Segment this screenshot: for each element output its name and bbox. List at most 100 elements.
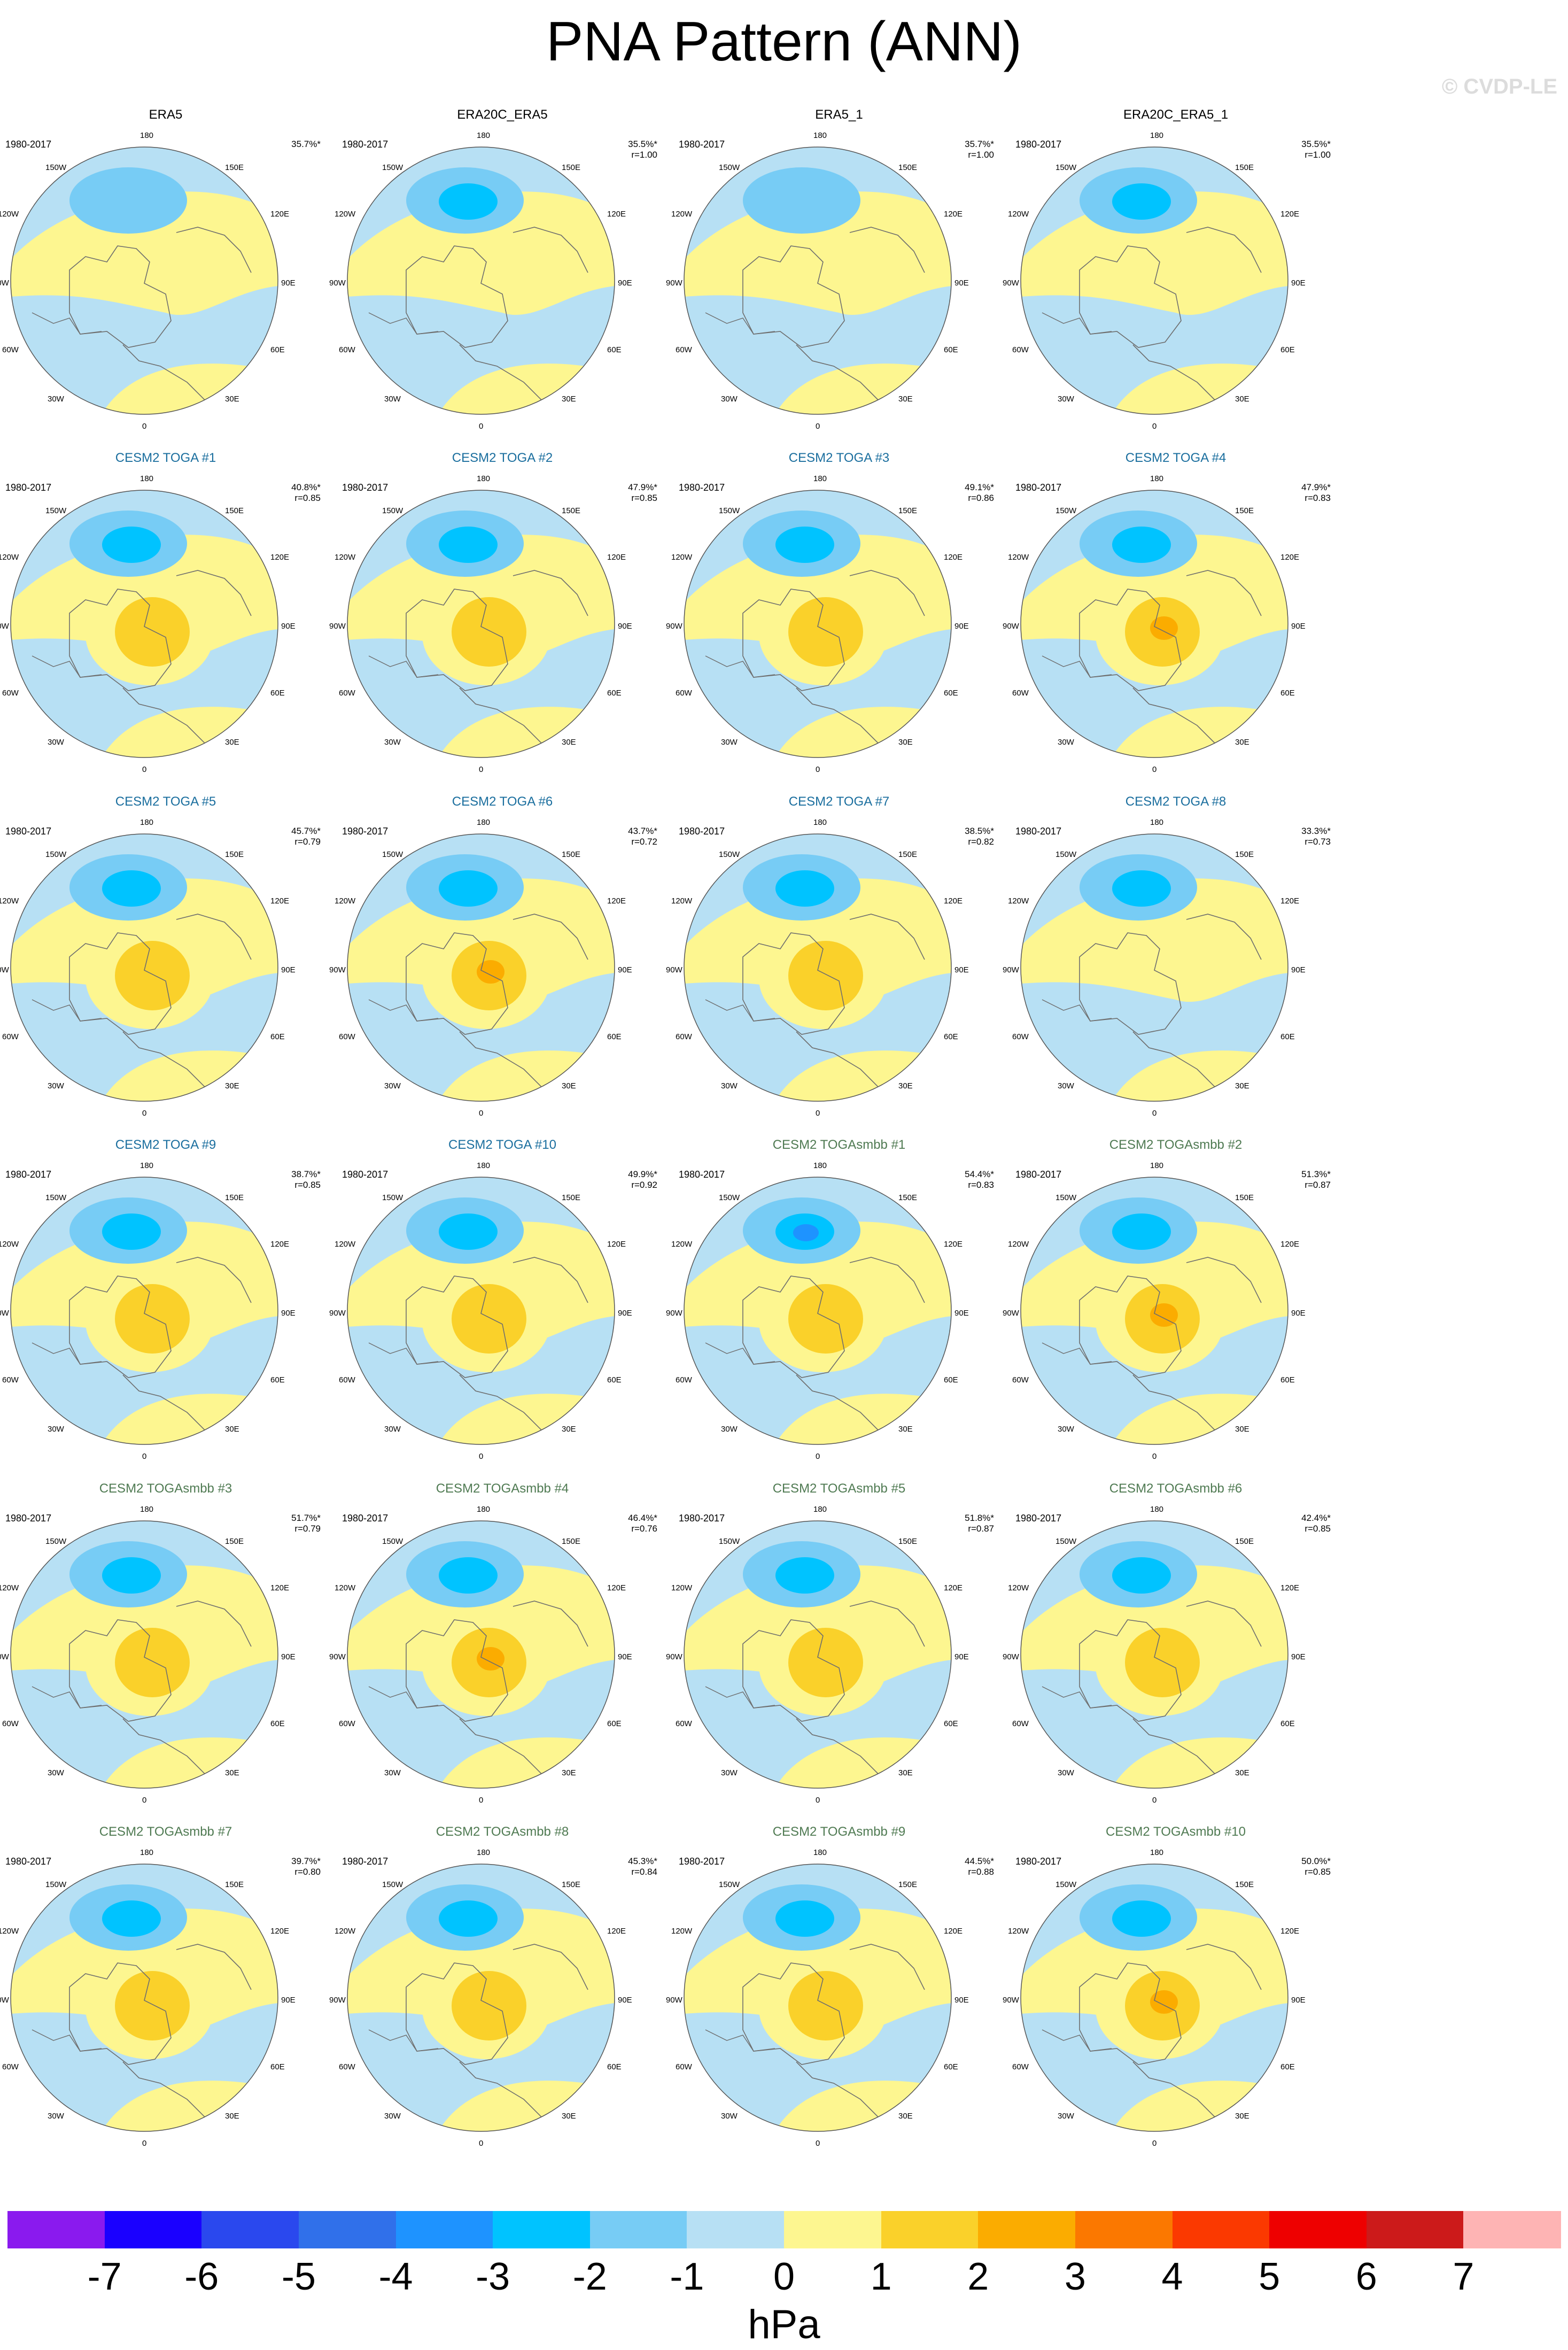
colorbar-segment: [1172, 2211, 1270, 2248]
longitude-label: 0: [1152, 765, 1157, 774]
colorbar-segment: [298, 2211, 396, 2248]
longitude-label: 180: [140, 1161, 154, 1170]
map-panel: ERA20C_ERA5 1980-2017 35.5%* r=1.00 180 150W 1…: [326, 107, 679, 449]
panel-stats: 35.7%* r=1.00: [941, 139, 994, 160]
longitude-label: 150W: [719, 163, 740, 172]
longitude-label: 180: [1150, 131, 1164, 140]
longitude-label: 30E: [562, 1768, 576, 1777]
longitude-label: 60W: [676, 1032, 692, 1041]
longitude-label: 90W: [0, 622, 9, 631]
coastline: [705, 655, 775, 678]
longitude-label: 120E: [607, 553, 626, 562]
coastline: [368, 312, 439, 335]
colorbar-tick-label: 6: [1355, 2255, 1377, 2298]
colorbar-segment: [1075, 2211, 1173, 2248]
low-anomaly-2hpa: [1112, 1900, 1171, 1937]
longitude-label: 60W: [1012, 2062, 1029, 2071]
longitude-label: 30W: [721, 1081, 738, 1091]
longitude-label: 120W: [1008, 1240, 1029, 1249]
map-boundary: [10, 1520, 278, 1789]
longitude-label: 60W: [676, 345, 692, 354]
panel-stats: 33.3%* r=0.73: [1277, 826, 1331, 847]
coastline: [32, 2029, 102, 2052]
longitude-label: 90W: [0, 1996, 9, 2005]
longitude-label: 0: [1152, 2139, 1157, 2148]
low-anomaly-1hpa: [69, 167, 187, 234]
longitude-label: 180: [813, 474, 827, 483]
longitude-label: 30E: [898, 1081, 913, 1091]
longitude-label: 120E: [607, 210, 626, 219]
field-positive-weak: [684, 191, 951, 315]
longitude-label: 180: [477, 1505, 491, 1514]
polar-map: [10, 1520, 278, 1789]
polar-map: [347, 1864, 615, 2132]
longitude-label: 60E: [607, 345, 622, 354]
low-anomaly-2hpa: [775, 1900, 834, 1937]
longitude-label: 60E: [944, 2062, 958, 2071]
longitude-label: 30E: [562, 394, 576, 404]
longitude-label: 60E: [270, 2062, 285, 2071]
pattern-correlation: r=0.80: [294, 1867, 321, 1877]
longitude-label: 60E: [607, 1719, 622, 1728]
colorbar-segment: [687, 2211, 785, 2248]
longitude-label: 120W: [335, 896, 356, 906]
polar-map: [1020, 1520, 1288, 1789]
longitude-label: 60E: [270, 1032, 285, 1041]
longitude-label: 150E: [562, 1193, 581, 1202]
polar-map: [684, 146, 952, 415]
panel-stats: 49.9%* r=0.92: [604, 1169, 657, 1191]
longitude-label: 90W: [0, 965, 9, 975]
colorbar-tick-label: 2: [967, 2255, 989, 2298]
map-boundary: [684, 1177, 952, 1445]
colorbar-segment: [1366, 2211, 1464, 2248]
longitude-label: 90E: [1291, 1996, 1306, 2005]
high-anomaly-1hpa: [788, 1971, 863, 2040]
map-panel: CESM2 TOGAsmbb #2 1980-2017 51.3%* r=0.87 18…: [999, 1137, 1352, 1479]
colorbar-segment: [978, 2211, 1076, 2248]
longitude-label: 120W: [671, 1583, 693, 1593]
variance-explained: 45.7%*: [291, 826, 321, 836]
longitude-label: 30W: [384, 1081, 401, 1091]
longitude-label: 60W: [2, 1375, 19, 1385]
longitude-label: 150W: [1055, 506, 1077, 515]
longitude-label: 60E: [944, 689, 958, 698]
map-panel: CESM2 TOGA #8 1980-2017 33.3%* r=0.73 180 150…: [999, 794, 1352, 1136]
low-anomaly-2hpa: [439, 1557, 498, 1594]
longitude-label: 90W: [329, 279, 346, 288]
longitude-label: 180: [813, 818, 827, 827]
coastline: [513, 570, 588, 616]
longitude-label: 30E: [562, 1424, 576, 1434]
panel-title: ERA20C_ERA5_1: [1123, 107, 1229, 122]
longitude-label: 120W: [0, 1583, 19, 1593]
longitude-label: 0: [816, 1109, 820, 1118]
colorbar-segment: [7, 2211, 105, 2248]
panel-stats: 43.7%* r=0.72: [604, 826, 657, 847]
coastline: [513, 1944, 588, 1990]
longitude-label: 150W: [45, 506, 67, 515]
variance-explained: 51.7%*: [291, 1513, 321, 1523]
longitude-label: 90W: [329, 1652, 346, 1661]
coastline: [1042, 655, 1112, 678]
longitude-label: 30E: [1235, 737, 1249, 747]
pattern-correlation: r=1.00: [1305, 150, 1331, 160]
longitude-label: 120W: [671, 1240, 693, 1249]
panel-title: CESM2 TOGA #6: [452, 794, 553, 809]
variance-explained: 35.7%*: [291, 139, 321, 149]
longitude-label: 120W: [1008, 210, 1029, 219]
panel-title: CESM2 TOGAsmbb #8: [436, 1825, 569, 1839]
panel-stats: 54.4%* r=0.83: [941, 1169, 994, 1191]
longitude-label: 30W: [384, 737, 401, 747]
variance-explained: 47.9%*: [628, 482, 657, 492]
longitude-label: 90W: [1003, 1652, 1019, 1661]
panel-stats: 45.7%* r=0.79: [267, 826, 321, 847]
panel-period: 1980-2017: [342, 826, 389, 837]
coastline: [32, 312, 102, 335]
pattern-correlation: r=0.85: [294, 1180, 321, 1190]
polar-map: [10, 1177, 278, 1445]
longitude-label: 150E: [225, 506, 244, 515]
panel-period: 1980-2017: [679, 826, 725, 837]
longitude-label: 120E: [270, 210, 290, 219]
panel-period: 1980-2017: [342, 1856, 389, 1867]
longitude-label: 150W: [45, 1536, 67, 1546]
longitude-label: 30W: [48, 1768, 64, 1777]
